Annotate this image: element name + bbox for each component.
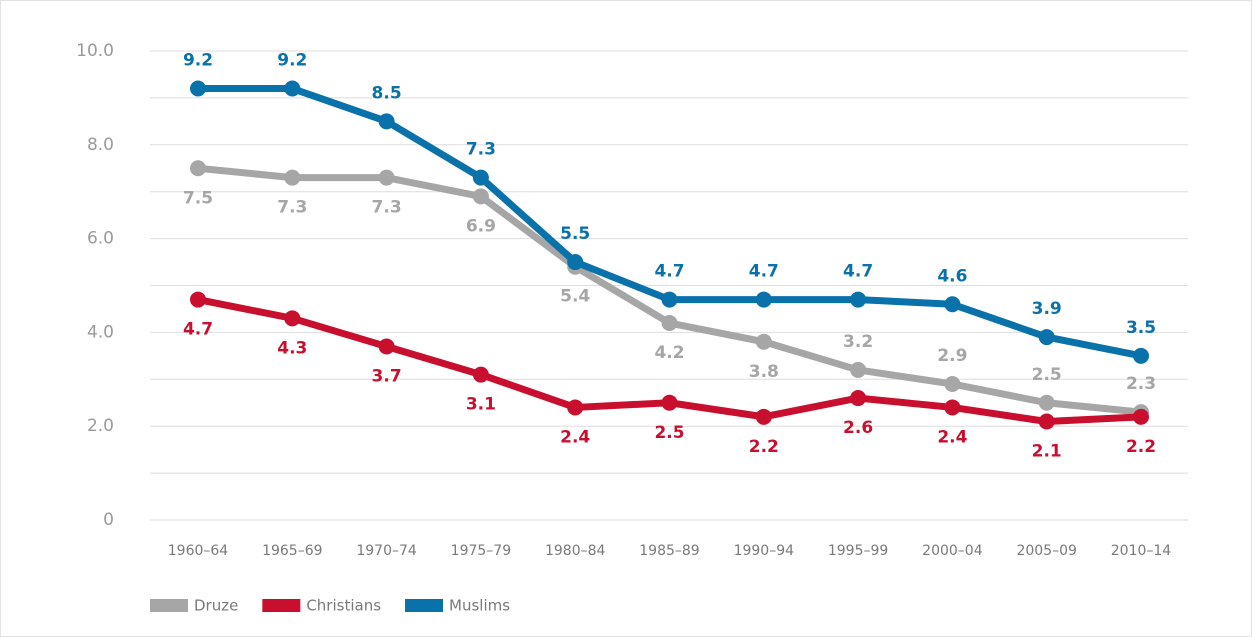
legend-label: Muslims: [449, 597, 510, 615]
legend-label: Christians: [306, 597, 381, 615]
marker: [190, 291, 206, 308]
value-label: 3.2: [843, 332, 873, 352]
value-label: 3.9: [1032, 299, 1062, 319]
value-label: 2.2: [1126, 437, 1156, 457]
marker: [567, 254, 584, 271]
marker: [378, 338, 395, 355]
marker: [1038, 413, 1055, 430]
x-tick-label: 1995–99: [828, 543, 888, 559]
value-label: 5.5: [560, 224, 590, 244]
value-label: 2.3: [1126, 374, 1156, 394]
marker: [1038, 329, 1055, 346]
value-label: 8.5: [372, 83, 402, 103]
y-tick-label: 4.0: [87, 322, 114, 342]
marker: [567, 399, 584, 416]
value-label: 7.3: [372, 198, 402, 218]
x-tick-label: 2000–04: [922, 543, 983, 559]
marker: [1038, 394, 1055, 411]
x-tick-label: 1965–69: [262, 543, 322, 559]
x-tick-label: 1975–79: [451, 543, 511, 559]
marker: [284, 80, 301, 97]
value-label: 4.7: [654, 262, 684, 282]
marker: [378, 169, 395, 186]
value-label: 2.4: [560, 427, 590, 447]
marker: [850, 390, 867, 407]
marker: [190, 160, 206, 177]
value-label: 3.8: [749, 362, 779, 382]
marker: [944, 399, 961, 416]
marker: [661, 394, 678, 411]
marker: [1133, 408, 1149, 425]
x-tick-label: 1960–64: [168, 543, 229, 559]
x-tick-label: 1980–84: [545, 543, 606, 559]
value-label: 2.4: [937, 427, 967, 447]
marker: [755, 333, 772, 350]
marker: [850, 291, 867, 308]
marker: [472, 188, 489, 205]
legend-swatch: [262, 599, 301, 612]
x-tick-label: 1970–74: [356, 543, 417, 559]
x-tick-label: 2005–09: [1016, 543, 1076, 559]
marker: [284, 310, 301, 327]
value-label: 4.7: [749, 262, 779, 282]
marker: [1133, 347, 1149, 364]
y-tick-label: 8.0: [87, 135, 114, 155]
value-label: 4.3: [277, 338, 307, 358]
marker: [190, 80, 206, 97]
marker: [755, 291, 772, 308]
y-tick-label: 10.0: [76, 41, 114, 61]
y-tick-label: 0: [103, 510, 114, 530]
legend-swatch: [405, 599, 444, 612]
x-tick-label: 2010–14: [1111, 543, 1172, 559]
value-label: 5.4: [560, 287, 590, 307]
value-label: 3.7: [372, 366, 402, 386]
value-label: 2.6: [843, 418, 873, 438]
value-label: 6.9: [466, 216, 496, 236]
marker: [472, 169, 489, 186]
x-tick-label: 1990–94: [734, 543, 795, 559]
value-label: 4.7: [843, 262, 873, 282]
value-label: 2.1: [1032, 442, 1062, 462]
legend-swatch: [150, 599, 188, 612]
legend-label: Druze: [194, 597, 238, 615]
value-label: 4.6: [937, 266, 967, 286]
value-label: 2.9: [937, 346, 967, 366]
marker: [472, 366, 489, 383]
marker: [944, 375, 961, 392]
value-label: 7.3: [466, 140, 496, 160]
value-label: 7.3: [277, 198, 307, 218]
value-label: 3.5: [1126, 318, 1156, 338]
marker: [661, 315, 678, 332]
value-label: 4.7: [183, 320, 213, 340]
x-tick-label: 1985–89: [639, 543, 699, 559]
marker: [661, 291, 678, 308]
value-label: 2.5: [1032, 365, 1062, 385]
value-label: 7.5: [183, 188, 213, 208]
marker: [850, 361, 867, 378]
value-label: 2.2: [749, 437, 779, 457]
marker: [378, 113, 395, 130]
value-label: 4.2: [654, 343, 684, 363]
marker: [944, 296, 961, 313]
value-label: 3.1: [466, 395, 496, 415]
marker: [755, 408, 772, 425]
marker: [284, 169, 301, 186]
value-label: 9.2: [183, 51, 213, 71]
y-tick-label: 2.0: [87, 416, 114, 436]
value-label: 9.2: [277, 51, 307, 71]
value-label: 2.5: [654, 423, 684, 443]
y-tick-label: 6.0: [87, 229, 114, 249]
